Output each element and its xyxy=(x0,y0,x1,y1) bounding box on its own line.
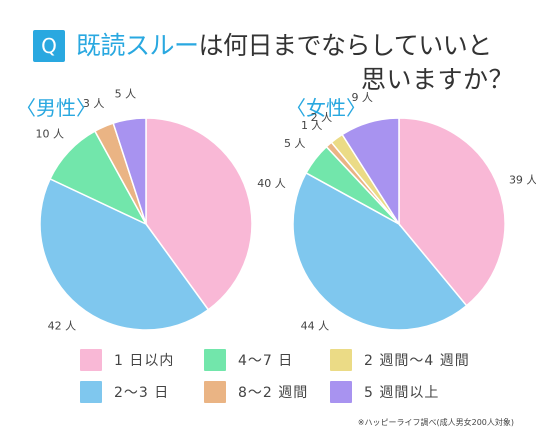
footnote: ※ハッピーライフ調べ(成人男女200人対象) xyxy=(357,418,514,427)
page-title: 既読スルーは何日までならしていいと xyxy=(76,30,492,62)
pie-slice-label: 5 人 xyxy=(284,137,306,150)
question-badge: Q xyxy=(33,30,65,62)
pie-slice-label: 9 人 xyxy=(351,91,373,104)
legend-item-5weeks-plus: 5 週間以上 xyxy=(330,380,439,404)
pie-charts: 40 人 42 人 10 人 3 人 5 人 39 人 44 人 5 人 1 人2 人 9 人 xyxy=(36,88,536,333)
pie-slice-label: 2 人 xyxy=(311,111,333,124)
legend-swatch xyxy=(330,381,352,403)
pie-slice xyxy=(292,171,468,331)
pie-slice xyxy=(145,117,253,311)
legend-item-1day: 1 日以内 xyxy=(80,348,174,372)
legend-item-2-4weeks: 2 週間〜4 週間 xyxy=(330,348,470,372)
legend-swatch xyxy=(80,381,102,403)
legend: 1 日以内 4〜7 日 2 週間〜4 週間 2〜3 日 8〜2 週間 5 週間以… xyxy=(80,348,520,404)
pie-slice xyxy=(112,117,147,225)
legend-label: 4〜7 日 xyxy=(238,353,294,369)
chart-title-female: 〈女性〉 xyxy=(286,96,366,120)
pie-slice-label: 3 人 xyxy=(83,97,105,110)
pie-slice-label: 1 人 xyxy=(301,119,323,132)
legend-label: 8〜2 週間 xyxy=(238,385,309,401)
legend-swatch xyxy=(204,349,226,371)
legend-item-4-7days: 4〜7 日 xyxy=(204,348,293,372)
pie-slice-label: 42 人 xyxy=(48,320,77,333)
page-title-line2: 思いますか？ xyxy=(360,65,514,94)
legend-item-8days-2weeks: 8〜2 週間 xyxy=(204,380,308,404)
legend-label: 2〜3 日 xyxy=(114,385,170,401)
legend-label: 1 日以内 xyxy=(114,353,175,369)
title-rest: は何日までならしていいと xyxy=(198,31,493,60)
legend-label: 2 週間〜4 週間 xyxy=(364,353,470,369)
pie-slice-label: 10 人 xyxy=(36,128,65,141)
pie-slice xyxy=(39,177,210,331)
chart-title-male: 〈男性〉 xyxy=(16,96,96,120)
legend-label: 5 週間以上 xyxy=(364,385,440,401)
legend-swatch xyxy=(330,349,352,371)
pie-slice xyxy=(398,117,506,307)
legend-item-2-3days: 2〜3 日 xyxy=(80,380,169,404)
pie-slice-label: 5 人 xyxy=(115,88,137,101)
pie-slice-label: 40 人 xyxy=(257,177,286,190)
legend-swatch xyxy=(80,349,102,371)
pie-slice-label: 39 人 xyxy=(509,173,536,186)
pie-slice xyxy=(341,117,400,227)
legend-swatch xyxy=(204,381,226,403)
title-accent: 既読スルー xyxy=(76,31,199,60)
pie-slice-label: 44 人 xyxy=(301,320,330,333)
